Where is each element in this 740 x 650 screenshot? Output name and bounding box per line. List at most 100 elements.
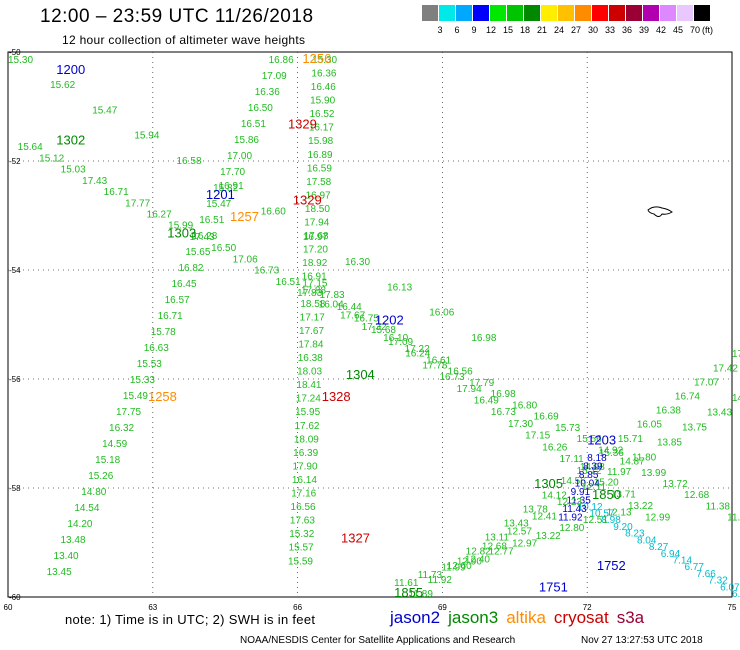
wave-height-value: 13.99 [641, 468, 666, 479]
color-scale-tick: 27 [570, 25, 581, 35]
wave-height-value: 17.67 [340, 311, 365, 322]
wave-height-value: 16.98 [491, 389, 516, 400]
wave-height-value: 17.84 [298, 339, 323, 350]
wave-height-value: 16.50 [211, 243, 236, 254]
pass-time-label: 1328 [322, 389, 351, 404]
wave-height-value: 11.35 [567, 496, 592, 507]
wave-height-value: 13.71 [611, 489, 636, 500]
color-swatch [575, 5, 591, 21]
wave-height-value: 15.47 [92, 105, 117, 116]
wave-height-value: 15.03 [61, 165, 86, 176]
wave-height-value: 17.75 [116, 407, 141, 418]
wave-height-value: 9.20 [613, 522, 633, 533]
wave-height-value: 16.50 [248, 103, 273, 114]
wave-height-value: 17.20 [303, 245, 328, 256]
wave-height-value: 13.72 [663, 479, 688, 490]
satellite-legend: jason2 jason3 altika cryosat s3a [390, 608, 652, 628]
wave-height-value: 16.45 [172, 279, 197, 290]
wave-height-value: 16.73 [491, 407, 516, 418]
wave-height-value: 15.49 [123, 391, 148, 402]
wave-height-value: 16.36 [255, 87, 280, 98]
wave-height-value: 17.58 [306, 177, 331, 188]
wave-height-value: 14.87 [620, 457, 645, 468]
wave-height-value: 11.80 [632, 452, 657, 463]
pass-time-label: 1256 [302, 51, 331, 66]
wave-height-value: 16.38 [298, 353, 323, 364]
wave-height-value: 16.06 [429, 308, 454, 319]
wave-height-value: 18.92 [302, 258, 327, 269]
wave-height-value: 13.43 [707, 408, 732, 419]
color-swatch [643, 5, 659, 21]
x-tick-label: 72 [583, 603, 592, 612]
wave-height-value: 13.11 [485, 533, 510, 544]
wave-height-value: 16.59 [307, 163, 332, 174]
wave-height-value: 16.44 [337, 302, 362, 313]
wave-height-value: 15.62 [50, 80, 75, 91]
legend-entry-jason2: jason2 [390, 608, 441, 627]
credit-text: NOAA/NESDIS Center for Satellite Applica… [240, 635, 516, 646]
color-swatch [660, 5, 676, 21]
wave-height-value: 6.3 [732, 589, 740, 600]
wave-height-value: 17.15 [302, 278, 327, 289]
wave-height-value: 12.99 [645, 513, 670, 524]
wave-height-value: 17.43 [190, 232, 215, 243]
color-swatch [456, 5, 472, 21]
wave-height-value: 13.22 [536, 531, 561, 542]
wave-height-value: 17.32 [362, 322, 387, 333]
wave-height-value: 16.51 [241, 119, 266, 130]
wave-height-value: 16.10 [383, 333, 408, 344]
color-scale-tick: 3 [437, 25, 443, 35]
color-scale-tick: 33 [604, 25, 615, 35]
wave-height-value: 16.91 [302, 272, 327, 283]
color-swatch [558, 5, 574, 21]
wave-height-value: 12.68 [482, 541, 507, 552]
wave-height-value: 12.77 [489, 547, 514, 558]
wave-height-value: 15.95 [295, 407, 320, 418]
wave-height-value: 17.78 [422, 360, 447, 371]
wave-height-value: 16.52 [309, 109, 334, 120]
color-scale-tick: 21 [536, 25, 547, 35]
pass-time-label: 1329 [293, 193, 322, 208]
color-scale-tick: 42 [655, 25, 666, 35]
legend-entry-s3a: s3a [616, 608, 645, 627]
wave-height-value: 15.82 [213, 183, 238, 194]
wave-height-value: 15.71 [618, 434, 643, 445]
wave-height-value: 8.98 [601, 515, 621, 526]
wave-height-value: 11.43 [562, 504, 587, 515]
wave-height-value: 16.71 [104, 187, 129, 198]
island-outline [647, 206, 673, 217]
y-tick-label: -50 [9, 48, 21, 57]
wave-height-value: 13.43 [504, 518, 529, 529]
color-scale-tick: 18 [519, 25, 530, 35]
wave-height-value: 18.03 [297, 367, 322, 378]
pass-time-label: 1203 [587, 432, 616, 447]
wave-height-value: 13.22 [628, 501, 653, 512]
color-swatch [422, 5, 438, 21]
wave-height-value: 12.80 [559, 523, 584, 534]
legend-entry-cryosat: cryosat [553, 608, 609, 627]
wave-height-value: 15.73 [555, 423, 580, 434]
wave-height-value: 16.17 [309, 123, 334, 134]
wave-height-value: 17.70 [220, 167, 245, 178]
wave-height-value: 6.94 [661, 549, 681, 560]
wave-height-value: 13.48 [60, 535, 85, 546]
y-tick-label: -52 [9, 157, 21, 166]
wave-height-value: 16.82 [178, 263, 203, 274]
wave-height-value: 15.56 [577, 434, 602, 445]
wave-height-value: 15.94 [134, 131, 159, 142]
x-tick-label: 63 [148, 603, 157, 612]
pass-time-label: 1327 [341, 531, 370, 546]
plot-frame [7, 51, 733, 598]
wave-height-value: 16.97 [306, 190, 331, 201]
wave-height-value: 12.40 [465, 554, 490, 565]
wave-height-value: 16.57 [165, 295, 190, 306]
wave-height-value: 14.59 [102, 439, 127, 450]
color-scale-unit: (ft) [702, 25, 713, 35]
pass-time-label: 1200 [56, 62, 85, 77]
wave-height-value: 17.79 [469, 378, 494, 389]
wave-height-value: 14.56 [561, 476, 586, 487]
color-swatch [439, 5, 455, 21]
wave-height-value: 15.18 [95, 455, 120, 466]
color-swatch [626, 5, 642, 21]
